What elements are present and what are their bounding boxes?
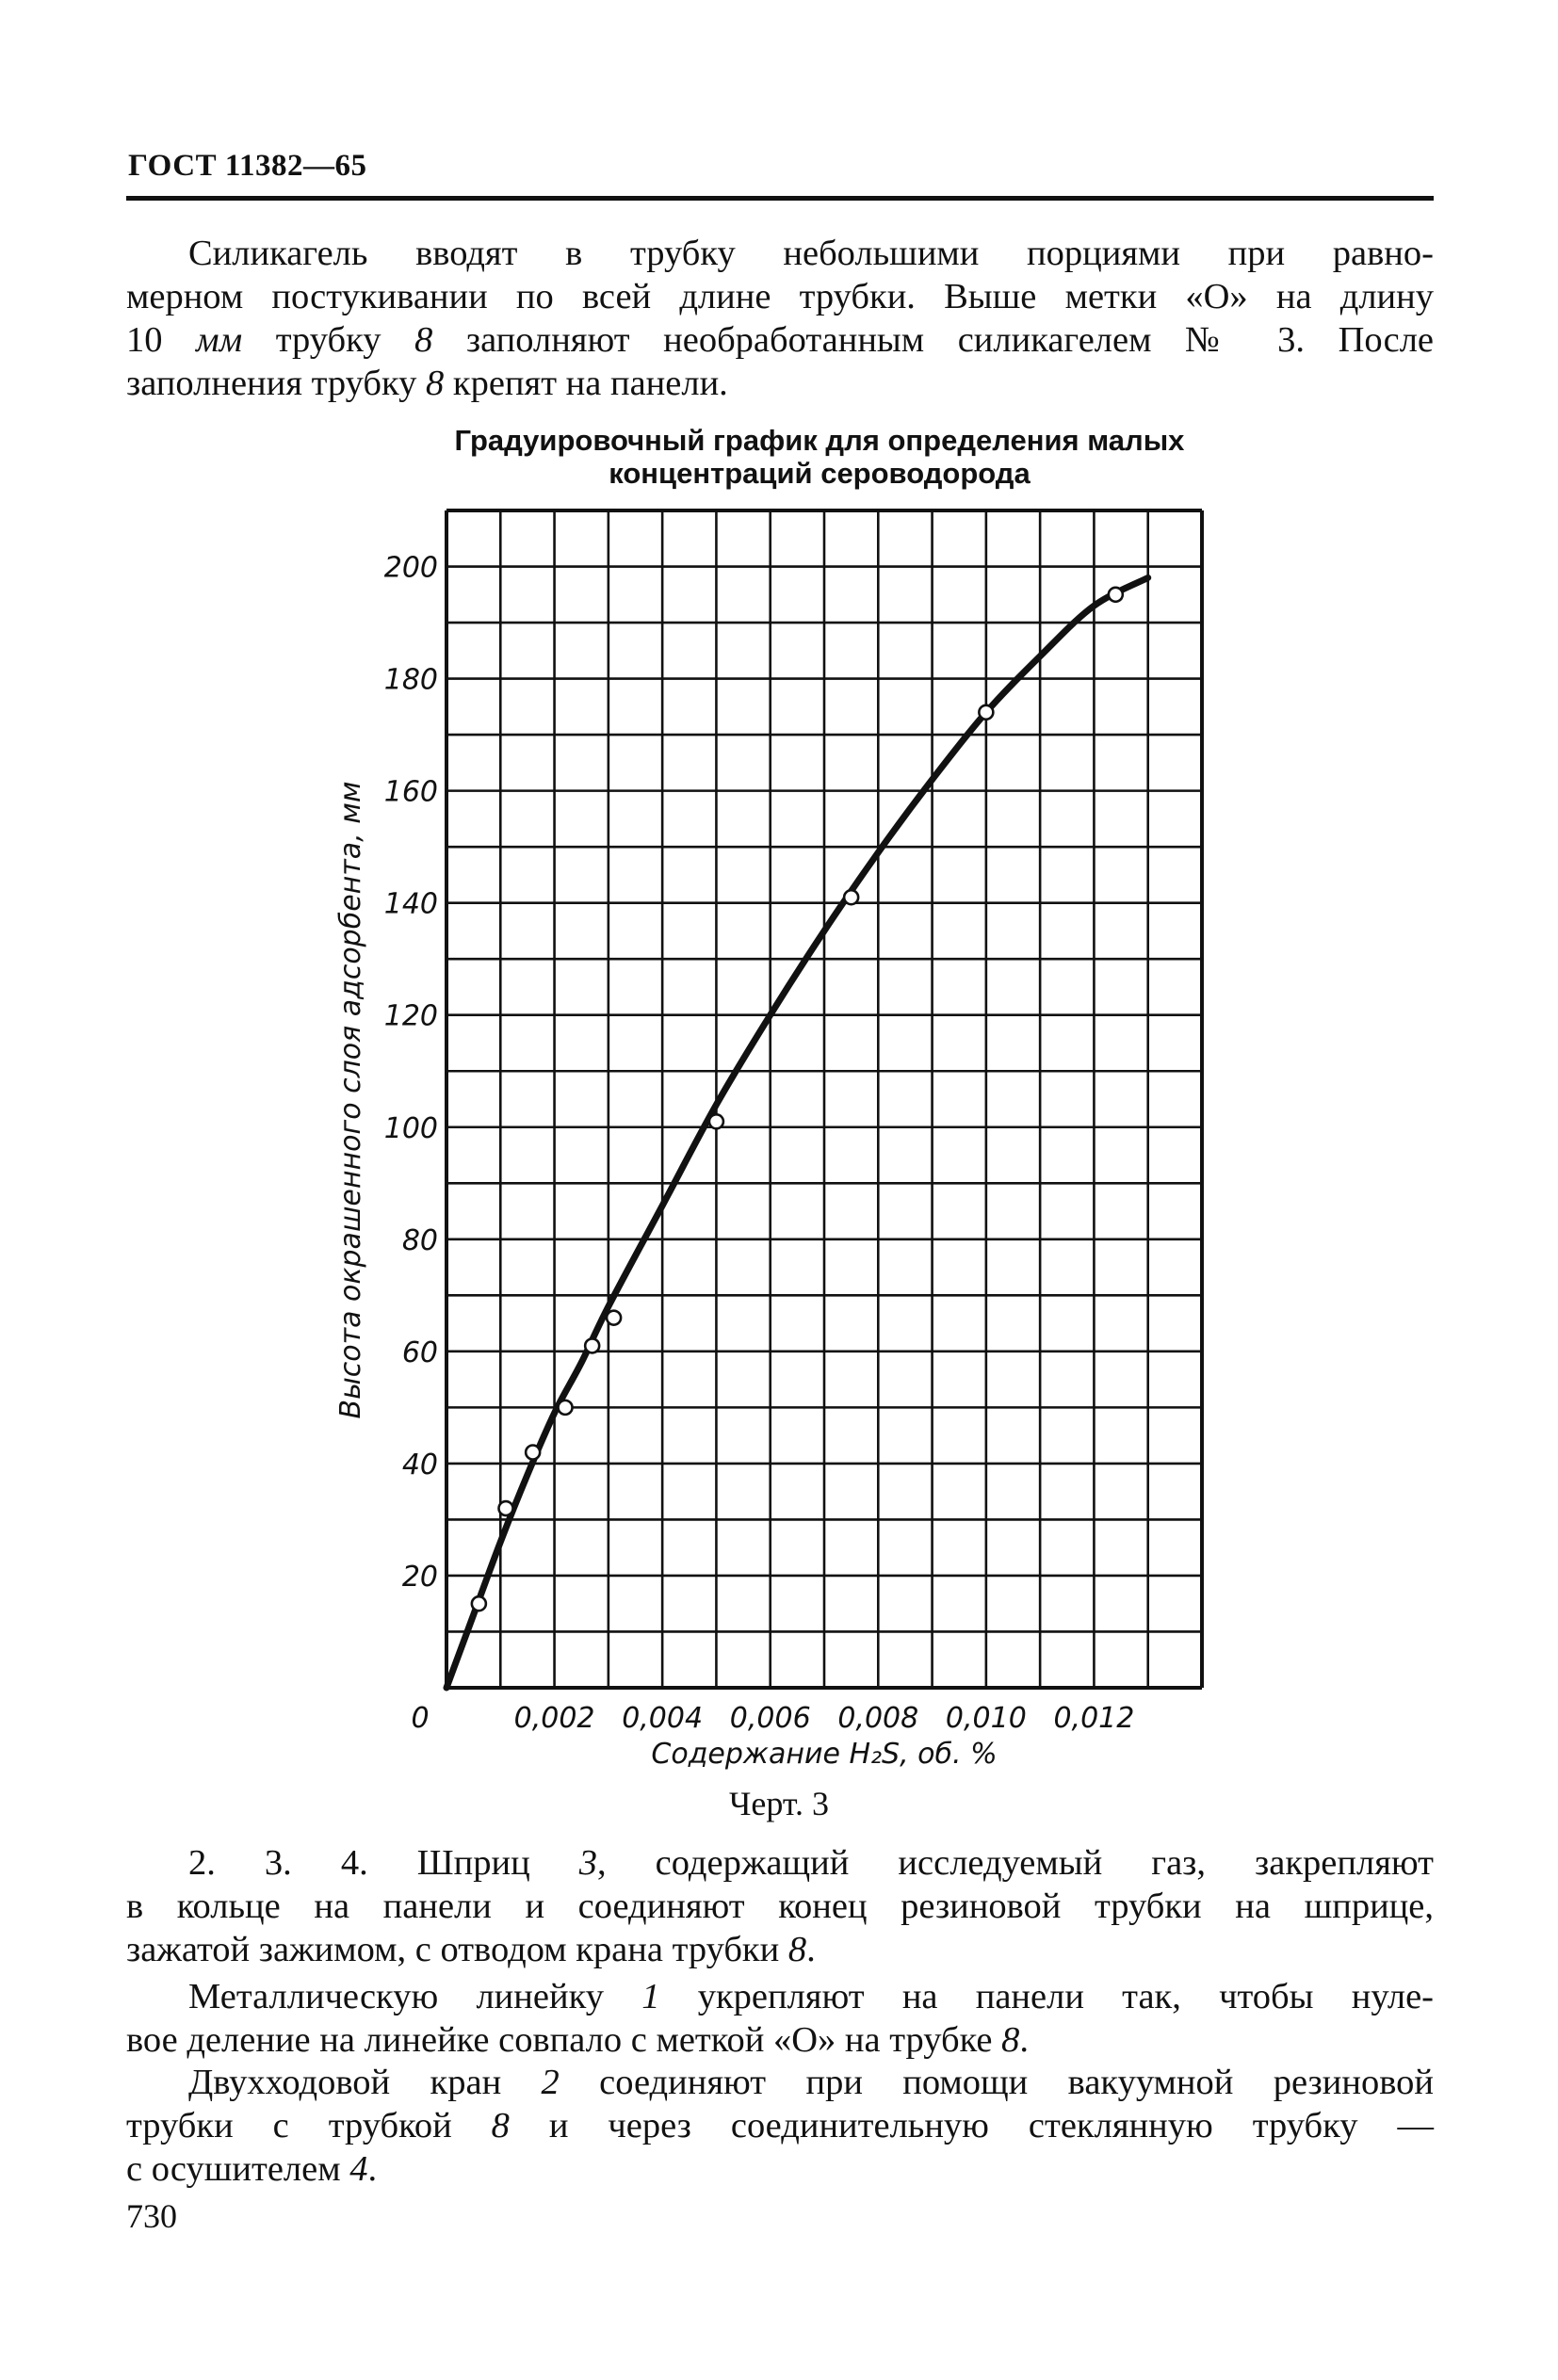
x-tick-label: 0,006	[730, 1702, 811, 1735]
y-tick-label: 160	[384, 776, 438, 809]
chart-title: Градуировочный график для определения ма…	[283, 424, 1356, 490]
data-point-marker	[842, 888, 860, 906]
data-point-marker	[1107, 586, 1125, 604]
x-tick-label: 0,010	[946, 1702, 1027, 1735]
data-point-marker	[707, 1113, 725, 1130]
data-point-marker	[583, 1337, 601, 1354]
paragraph-3-line-2: вое деление на линейке совпало с меткой …	[126, 2020, 1029, 2060]
y-tick-label: 200	[384, 552, 438, 585]
data-point-marker	[557, 1399, 574, 1417]
chart-title-line-1: Градуировочный график для определения ма…	[454, 424, 1185, 457]
paragraph-4-line-1: Двухходовой кран 2 соединяют при помощи …	[188, 2063, 1434, 2102]
x-tick-label: 0,002	[514, 1702, 595, 1735]
x-tick-label: 0,012	[1053, 1702, 1134, 1735]
figure-caption: Черт. 3	[729, 1785, 829, 1822]
page-number: 730	[126, 2197, 177, 2235]
y-tick-label: 20	[402, 1561, 438, 1594]
y-tick-label: 100	[384, 1112, 438, 1145]
paragraph-3-line-1: Металлическую линейку 1 укрепляют на пан…	[188, 1977, 1434, 2016]
data-point-marker	[978, 704, 995, 721]
calibration-curve	[443, 574, 1152, 1692]
y-tick-label: 60	[402, 1336, 438, 1369]
paragraph-1-line-3: 10 мм трубку 8 заполняют необработанным …	[126, 320, 1435, 360]
y-tick-label: 120	[384, 1000, 438, 1033]
paragraph-4-line-2: трубки с трубкой 8 и через соединительну…	[126, 2106, 1434, 2145]
header-rule	[126, 196, 1434, 201]
paragraph-1-line-4: заполнения трубку 8 крепят на панели.	[126, 364, 728, 403]
paragraph-4-line-3: с осушителем 4.	[126, 2149, 378, 2189]
paragraph-4: Двухходовой кран 2 соединяют при помощи …	[126, 2061, 1434, 2191]
y-tick-label: 140	[384, 888, 438, 921]
y-tick-label: 180	[384, 664, 438, 697]
data-point-marker	[605, 1309, 623, 1326]
paragraph-2-line-2: в кольце на панели и соединяют конец рез…	[126, 1886, 1434, 1926]
data-point-marker	[497, 1499, 514, 1517]
x-tick-label: 0,008	[837, 1702, 918, 1735]
calibration-chart: 20 40 60 80 100 120 140 160 180 200 0 0,002 0,004 0,0…	[334, 509, 1204, 1771]
x-tick-label: 0,004	[622, 1702, 703, 1735]
paragraph-2: 2. 3. 4. Шприц 3, содержащий исследуемый…	[126, 1841, 1434, 1971]
paragraph-2-line-3: зажатой зажимом, с отводом крана трубки …	[126, 1930, 816, 1969]
paragraph-2-line-1: 2. 3. 4. Шприц 3, содержащий исследуемый…	[188, 1843, 1434, 1883]
y-axis-title: Высота окрашенного слоя адсорбента, мм	[334, 782, 367, 1419]
x-axis-title: Содержание H₂S, об. %	[651, 1738, 997, 1771]
paragraph-1-line-1: Силикагель вводят в трубку небольшими по…	[188, 234, 1434, 273]
y-tick-label: 80	[402, 1224, 438, 1257]
chart-title-line-2: концентраций сероводорода	[609, 457, 1031, 490]
data-point-marker	[524, 1444, 542, 1461]
y-tick-label: 40	[402, 1449, 438, 1481]
x-tick-label: 0	[411, 1702, 429, 1735]
document-header: ГОСТ 11382—65	[128, 149, 367, 183]
paragraph-1: Силикагель вводят в трубку небольшими по…	[126, 232, 1434, 405]
paragraph-1-line-2: мерном постукивании по всей длине трубки…	[126, 277, 1434, 316]
paragraph-3: Металлическую линейку 1 укрепляют на пан…	[126, 1975, 1434, 2062]
data-point-marker	[470, 1595, 488, 1612]
